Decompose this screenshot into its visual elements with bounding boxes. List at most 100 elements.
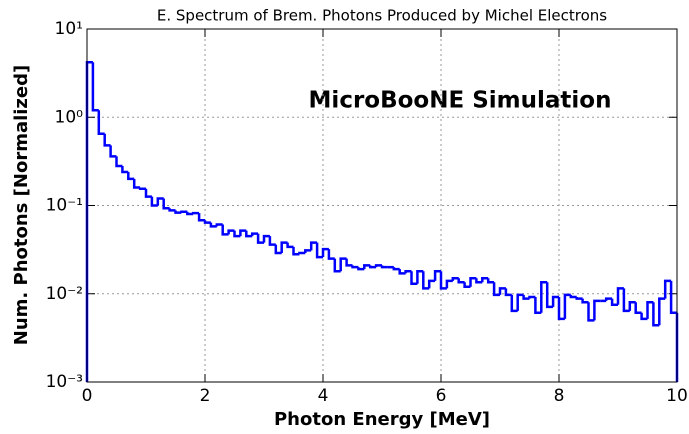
histogram-step (109, 145, 117, 158)
histogram-step (363, 264, 371, 270)
histogram-step (250, 232, 259, 237)
histogram-step (451, 276, 459, 281)
histogram-step (581, 298, 589, 304)
x-tick-label: 0 (82, 386, 93, 406)
histogram-step (191, 211, 200, 215)
histogram-step (298, 251, 306, 255)
histogram-step (663, 279, 672, 299)
y-tick-label: 10⁻² (46, 284, 83, 304)
histogram-step (144, 188, 152, 198)
histogram-step (150, 196, 158, 207)
histogram-step (121, 166, 129, 174)
histogram-step (368, 265, 377, 269)
histogram-step (463, 282, 471, 289)
histogram-step (162, 198, 170, 210)
histogram-step (174, 210, 182, 214)
histogram-step (634, 302, 642, 314)
histogram-step (516, 293, 524, 311)
histogram-step (445, 279, 453, 289)
histogram-step (127, 171, 135, 181)
histogram-step (646, 301, 654, 319)
histogram-step (469, 276, 477, 287)
histogram-step (563, 293, 571, 319)
histogram-step (398, 269, 406, 275)
histogram-step (439, 271, 447, 290)
histogram-step (475, 278, 483, 284)
histogram-step (492, 282, 500, 297)
histogram-step (221, 224, 229, 236)
histogram-step (333, 258, 341, 273)
x-tick-label: 10 (666, 386, 688, 406)
histogram-step (286, 242, 294, 249)
annotation: MicroBooNE Simulation (309, 88, 612, 114)
histogram-step (616, 287, 624, 305)
histogram-step (209, 222, 217, 228)
histogram-step (227, 229, 235, 235)
histogram-step (239, 229, 247, 237)
plot-frame (86, 28, 678, 383)
histogram-step (103, 133, 111, 147)
histogram-step (280, 241, 288, 253)
histogram-step (622, 288, 630, 313)
histogram-step (569, 294, 577, 299)
histogram-step (115, 156, 123, 168)
y-tick-label: 10⁻¹ (46, 196, 83, 216)
histogram-step (433, 269, 441, 281)
histogram-step (457, 278, 465, 284)
histogram-step (504, 288, 512, 297)
histogram-step (321, 247, 329, 258)
histogram-step (351, 265, 359, 269)
histogram-step (91, 62, 99, 112)
histogram-step (498, 287, 506, 295)
y-tick-label: 10¹ (55, 19, 83, 39)
histogram-step (233, 230, 241, 238)
histogram-step (545, 282, 554, 309)
histogram-step (551, 295, 559, 307)
histogram-step (292, 246, 300, 256)
histogram-step (309, 241, 318, 251)
histogram-step (658, 297, 666, 326)
histogram-step (628, 301, 636, 311)
histogram-step (404, 269, 412, 274)
histogram-step (416, 269, 424, 284)
x-tick-label: 2 (200, 386, 211, 406)
histogram-step (522, 294, 530, 300)
x-tick-label: 6 (436, 386, 447, 406)
histogram-step (357, 267, 365, 271)
histogram-step (245, 230, 253, 238)
y-tick-label: 10⁻³ (46, 372, 83, 392)
histogram-step (427, 279, 436, 289)
x-tick-label: 4 (318, 386, 329, 406)
histogram-step (534, 296, 542, 314)
histogram-step (669, 280, 677, 314)
histogram-step (197, 213, 205, 222)
histogram-step (315, 242, 323, 259)
histogram-step (640, 312, 648, 321)
histogram-step (256, 233, 264, 244)
histogram-step (304, 249, 312, 253)
histogram-step (138, 187, 146, 190)
y-tick-label: 10⁰ (55, 107, 84, 127)
histogram-step (486, 278, 495, 284)
histogram-step (575, 296, 583, 300)
histogram-step (604, 297, 613, 301)
histogram-step (610, 298, 618, 307)
histogram-step (132, 178, 141, 189)
histogram-step (392, 267, 400, 271)
histogram-step (540, 280, 548, 313)
histogram-step (262, 234, 270, 243)
histogram-step (652, 302, 660, 327)
histogram-step (557, 296, 565, 321)
x-axis-label: Photon Energy [MeV] (274, 409, 490, 430)
histogram-step (422, 271, 430, 290)
histogram-step (203, 220, 211, 224)
histogram-step (587, 302, 595, 322)
histogram-step (327, 249, 335, 260)
histogram-step (180, 210, 188, 213)
histogram-step (215, 223, 223, 227)
histogram-step (268, 236, 276, 246)
histogram-step (274, 244, 282, 255)
histogram-step (97, 110, 105, 136)
x-tick-label: 8 (554, 386, 565, 406)
